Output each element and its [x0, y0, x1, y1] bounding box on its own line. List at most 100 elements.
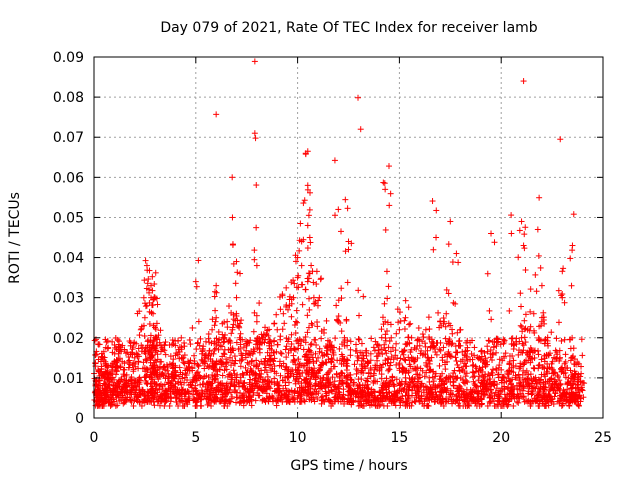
data-point: [508, 230, 515, 237]
data-point: [407, 320, 414, 327]
data-point: [229, 214, 236, 221]
data-point: [151, 402, 158, 409]
data-point: [159, 386, 166, 393]
data-point: [251, 130, 258, 137]
data-point: [301, 197, 308, 204]
data-point: [538, 282, 545, 289]
data-point: [421, 373, 428, 380]
data-point: [130, 366, 137, 373]
data-point: [323, 317, 330, 324]
data-point: [517, 290, 524, 297]
data-point: [112, 371, 119, 378]
data-point: [271, 320, 278, 327]
data-point: [456, 326, 463, 333]
chart-title: Day 079 of 2021, Rate Of TEC Index for r…: [160, 20, 537, 36]
data-point: [274, 326, 281, 333]
data-point: [283, 284, 290, 291]
data-point: [562, 351, 569, 358]
y-tick-label: 0.07: [53, 130, 84, 146]
x-tick-label: 15: [390, 430, 408, 446]
data-point: [192, 278, 199, 285]
data-point: [162, 351, 169, 358]
data-point: [440, 314, 447, 321]
data-point: [548, 329, 555, 336]
data-point: [518, 303, 525, 310]
data-point: [484, 270, 491, 277]
data-point: [306, 234, 313, 241]
data-point: [232, 280, 239, 287]
data-point: [386, 366, 393, 373]
x-tick-label: 5: [191, 430, 200, 446]
data-point: [368, 335, 375, 342]
data-point: [429, 198, 436, 205]
data-point: [181, 352, 188, 359]
data-point: [353, 341, 360, 348]
data-point: [193, 346, 200, 353]
data-point: [535, 351, 542, 358]
data-point: [435, 309, 442, 316]
data-point: [469, 374, 476, 381]
data-point: [570, 211, 577, 218]
data-point: [137, 326, 144, 333]
data-point: [445, 241, 452, 248]
data-point: [237, 270, 244, 277]
data-point: [491, 239, 498, 246]
data-point: [222, 331, 229, 338]
data-point: [285, 379, 292, 386]
data-point: [386, 338, 393, 345]
data-point: [144, 280, 151, 287]
data-point: [221, 346, 228, 353]
data-point: [186, 336, 193, 343]
data-point: [299, 301, 306, 308]
data-point: [489, 366, 496, 373]
data-point: [141, 332, 148, 339]
data-point: [181, 343, 188, 350]
data-point: [228, 330, 235, 337]
y-tick-label: 0.01: [53, 371, 84, 387]
data-point: [344, 279, 351, 286]
data-point: [443, 310, 450, 317]
data-point: [578, 336, 585, 343]
data-point: [383, 268, 390, 275]
data-point: [383, 328, 390, 335]
data-point: [560, 265, 567, 272]
data-point: [306, 295, 313, 302]
data-point: [422, 326, 429, 333]
data-point: [510, 402, 517, 409]
data-point: [456, 337, 463, 344]
data-point: [478, 348, 485, 355]
data-point: [357, 126, 364, 133]
data-point: [233, 399, 240, 406]
data-point: [420, 334, 427, 341]
data-point: [166, 402, 173, 409]
data-point: [205, 364, 212, 371]
data-point: [304, 312, 311, 319]
y-tick-label: 0.03: [53, 291, 84, 307]
data-point: [433, 207, 440, 214]
data-point: [405, 304, 412, 311]
data-point: [419, 331, 426, 338]
data-point: [273, 402, 280, 409]
data-point: [471, 344, 478, 351]
data-point: [454, 329, 461, 336]
data-point: [230, 316, 237, 323]
data-point: [387, 190, 394, 197]
data-point: [102, 368, 109, 375]
data-point: [557, 136, 564, 143]
data-point: [160, 364, 167, 371]
data-point: [251, 256, 258, 263]
data-point: [141, 314, 148, 321]
data-point: [149, 273, 156, 280]
data-point: [277, 306, 284, 313]
data-point: [540, 309, 547, 316]
data-point: [381, 180, 388, 187]
data-point: [338, 328, 345, 335]
data-point: [334, 357, 341, 364]
data-point: [319, 393, 326, 400]
data-point: [430, 246, 437, 253]
data-point: [510, 357, 517, 364]
data-point: [253, 224, 260, 231]
data-point: [559, 268, 566, 275]
data-point: [220, 350, 227, 357]
data-point: [313, 281, 320, 288]
